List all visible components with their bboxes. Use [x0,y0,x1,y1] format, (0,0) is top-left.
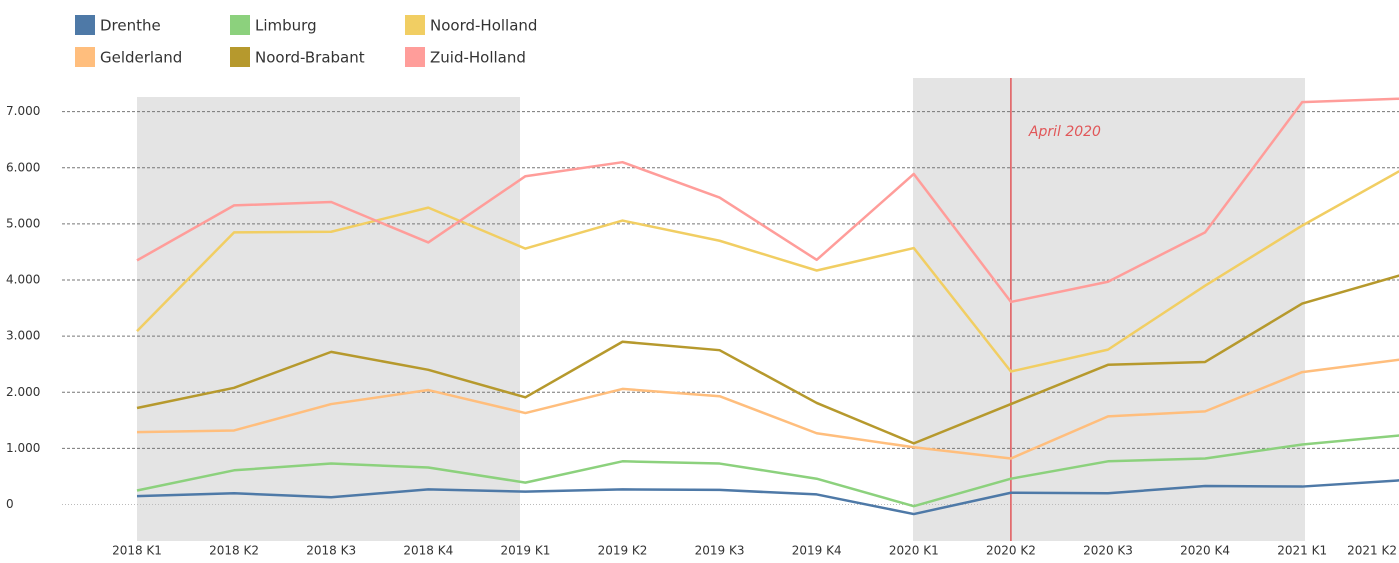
y-tick-label: 2.000 [6,385,40,399]
legend-label: Drenthe [100,17,161,35]
series-line [136,479,1399,516]
legend-swatch [230,47,250,67]
series-line [136,358,1399,460]
x-tick-label: 2020 K1 [889,544,939,558]
x-tick-label: 2021 K2 [1347,544,1397,558]
x-tick-label: 2018 K1 [112,544,162,558]
y-tick-label: 4.000 [6,273,40,287]
shaded-period [137,97,520,541]
annotation-text: April 2020 [1028,124,1101,140]
legend-swatch [75,47,95,67]
x-tick-label: 2019 K2 [598,544,648,558]
legend-swatch [405,15,425,35]
shaded-period [913,78,1305,541]
x-tick-label: 2019 K4 [792,544,842,558]
x-tick-label: 2018 K4 [403,544,453,558]
y-tick-label: 5.000 [6,216,40,230]
legend-label: Zuid-Holland [430,49,526,67]
y-tick-label: 3.000 [6,329,40,343]
y-tick-label: 6.000 [6,160,40,174]
legend-swatch [75,15,95,35]
legend-swatch [405,47,425,67]
x-tick-label: 2019 K1 [500,544,550,558]
series-line [136,434,1399,508]
x-tick-label: 2020 K3 [1083,544,1133,558]
series-line [136,170,1399,373]
y-tick-label: 7.000 [6,104,40,118]
x-tick-label: 2018 K3 [306,544,356,558]
y-tick-label: 0 [6,497,14,511]
x-tick-label: 2020 K2 [986,544,1036,558]
x-tick-label: 2019 K3 [695,544,745,558]
legend-label: Noord-Holland [430,17,537,35]
series-line [136,97,1399,304]
series-line [136,274,1399,445]
x-tick-label: 2020 K4 [1180,544,1230,558]
legend-label: Gelderland [100,49,182,67]
y-tick-label: 1.000 [6,441,40,455]
legend-label: Limburg [255,17,317,35]
legend-swatch [230,15,250,35]
x-tick-label: 2021 K1 [1277,544,1327,558]
x-tick-label: 2018 K2 [209,544,259,558]
legend-label: Noord-Brabant [255,49,365,67]
